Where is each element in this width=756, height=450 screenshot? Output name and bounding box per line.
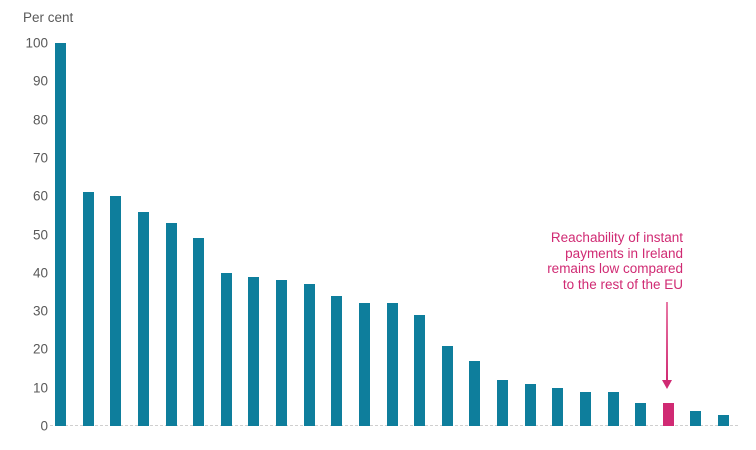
bar <box>303 284 315 426</box>
bar <box>248 277 260 426</box>
y-tick-label: 10 <box>32 380 48 396</box>
bar <box>276 280 287 426</box>
y-tick-label: 50 <box>32 227 48 243</box>
annotation-arrow <box>666 302 668 381</box>
arrow-down-icon <box>662 380 672 389</box>
bar <box>635 403 647 426</box>
bar-highlighted <box>662 403 674 426</box>
bar <box>524 384 536 426</box>
bar <box>469 361 481 426</box>
y-tick-label: 40 <box>32 265 48 281</box>
y-tick-label: 70 <box>32 150 48 166</box>
bar <box>552 388 564 426</box>
y-tick-label: 20 <box>32 341 48 357</box>
bar <box>441 346 453 426</box>
annotation-text: Reachability of instant payments in Irel… <box>547 230 683 292</box>
bars-area <box>55 36 729 426</box>
bar <box>497 380 508 426</box>
y-tick-label: 60 <box>32 188 48 204</box>
bar <box>331 296 343 426</box>
bar <box>414 315 426 426</box>
bar <box>718 415 729 426</box>
bar <box>137 212 149 426</box>
bar <box>193 238 205 426</box>
y-tick-label: 90 <box>32 73 48 89</box>
bar <box>220 273 232 426</box>
bar <box>82 192 94 426</box>
bar <box>579 392 591 426</box>
bar <box>386 303 398 426</box>
bar <box>358 303 370 426</box>
bar <box>55 43 66 426</box>
y-tick-label: 80 <box>32 112 48 128</box>
bar <box>165 223 177 426</box>
bar <box>110 196 122 426</box>
bar <box>690 411 702 426</box>
bar <box>607 392 619 426</box>
y-tick-label: 30 <box>32 303 48 319</box>
y-axis-title: Per cent <box>23 10 74 25</box>
y-tick-label: 100 <box>25 35 48 51</box>
y-tick-label: 0 <box>40 418 48 434</box>
